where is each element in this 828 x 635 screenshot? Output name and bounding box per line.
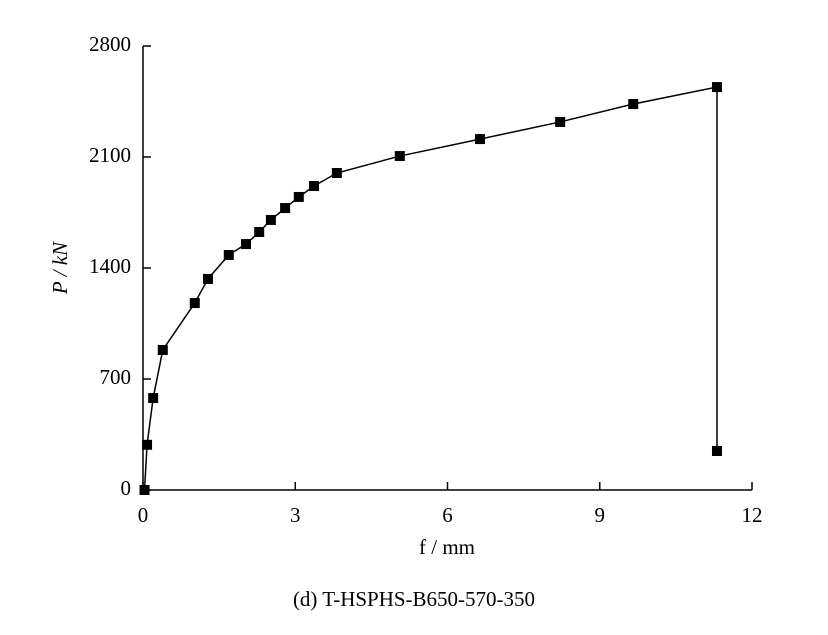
caption: (d) T-HSPHS-B650-570-350 [293,587,535,611]
y-tick-label: 2100 [89,143,131,167]
marker [157,344,168,355]
marker [142,439,153,450]
marker [189,298,200,309]
y-tick-label: 700 [100,365,132,389]
line [143,86,718,491]
x-axis-label: f / mm [419,535,475,559]
marker [293,191,304,202]
marker [331,168,342,179]
x-tick-label: 3 [290,503,301,527]
marker [555,116,566,127]
y-axis-label: P / kN [48,241,72,295]
marker [280,203,291,214]
marker [241,239,252,250]
marker [223,249,234,260]
marker [254,227,265,238]
marker [628,99,639,110]
marker [202,273,213,284]
y-tick-label: 0 [121,476,132,500]
marker [309,181,320,192]
marker [711,445,722,456]
marker [148,393,159,404]
x-tick-label: 6 [442,503,453,527]
marker [139,485,150,495]
marker [474,134,485,145]
marker [394,151,405,162]
marker [265,214,276,225]
marker [711,82,722,93]
y-tick-label: 1400 [89,254,131,278]
x-tick-label: 9 [595,503,606,527]
y-tick-label: 2800 [89,32,131,56]
x-tick-label: 0 [138,503,149,527]
x-tick-label: 12 [742,503,763,527]
